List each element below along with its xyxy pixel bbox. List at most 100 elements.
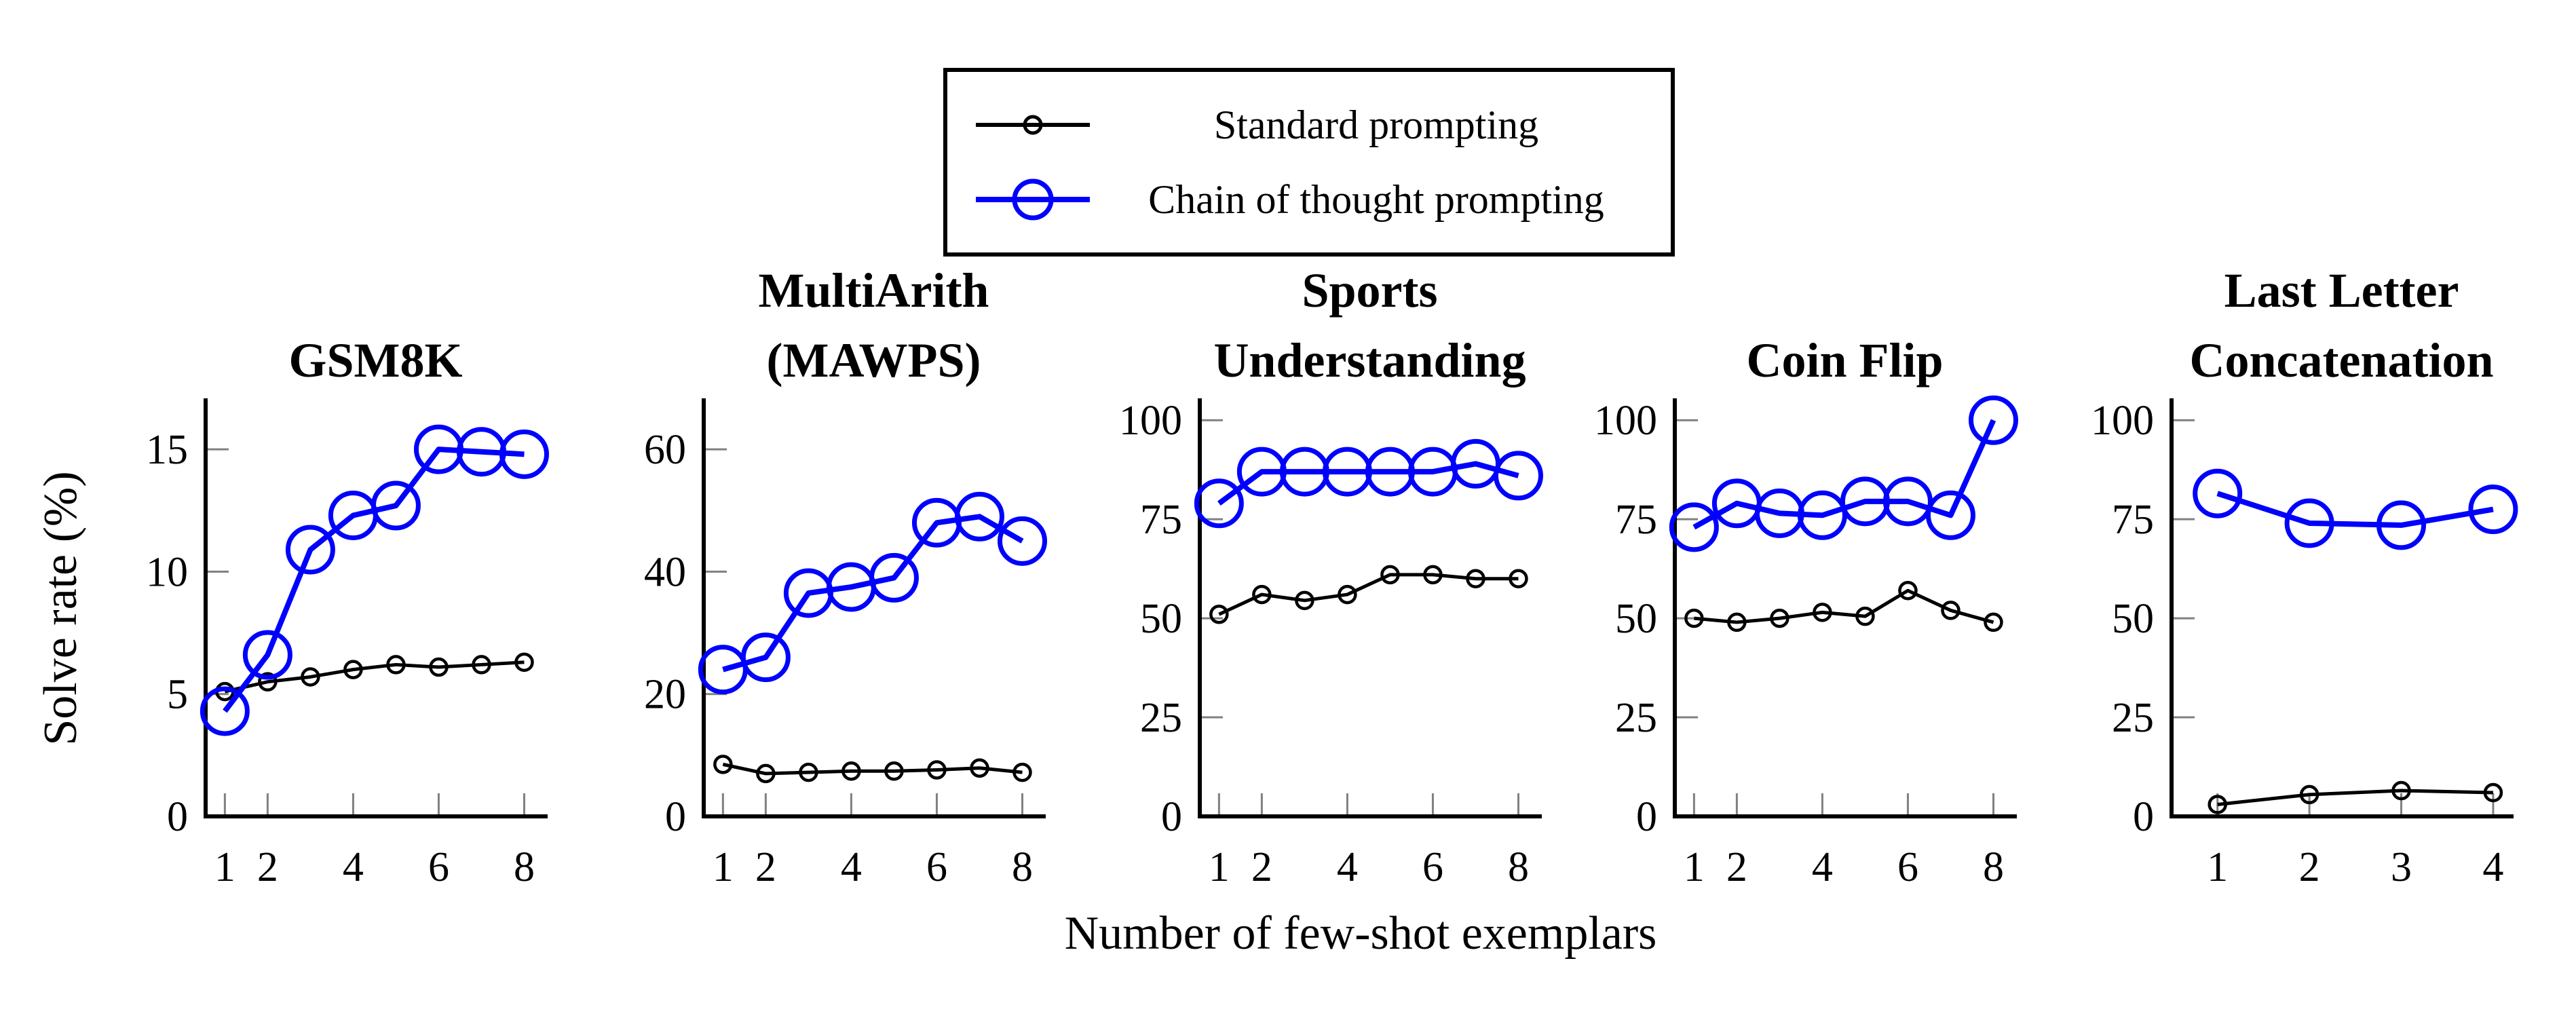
axes-frame <box>1673 398 2017 818</box>
standard-data-point <box>2208 795 2227 814</box>
x-tick-label: 6 <box>1897 844 1918 890</box>
y-tick-label: 0 <box>2133 794 2154 840</box>
y-tick-label: 100 <box>1594 398 1657 444</box>
cot-data-point <box>740 632 791 683</box>
standard-data-point <box>1898 580 1918 601</box>
x-tick-label: 2 <box>2299 844 2320 890</box>
panel-title: Sports <box>1302 263 1437 318</box>
y-tick-label: 0 <box>665 794 686 840</box>
standard-data-point <box>799 762 818 782</box>
legend-label-standard: Standard prompting <box>1213 102 1539 147</box>
x-tick-label: 6 <box>428 844 449 890</box>
cot-data-point <box>869 552 919 603</box>
axes-frame <box>204 398 548 818</box>
panel-multiarith-mawps: 0 20 40 60 1 2 4 6 8 MultiArith (MAWPS) <box>644 263 1047 890</box>
x-tick-label: 4 <box>1812 844 1833 890</box>
panel-coin-flip: 0 25 50 75 100 1 2 4 6 8 Coin Flip <box>1594 333 2018 890</box>
standard-data-point <box>514 652 534 673</box>
y-tick-label: 50 <box>2112 596 2154 642</box>
x-tick-label: 3 <box>2391 844 2412 890</box>
x-tick-label: 4 <box>1337 844 1358 890</box>
y-tick-label: 25 <box>1615 695 1657 741</box>
x-tick-label: 4 <box>841 844 862 890</box>
x-tick-label: 2 <box>257 844 278 890</box>
y-tick-label: 100 <box>1119 398 1182 444</box>
cot-data-point <box>997 516 1047 566</box>
standard-data-point <box>1813 603 1832 622</box>
standard-data-point <box>472 655 491 675</box>
y-tick-label: 25 <box>2112 695 2154 741</box>
legend-box: Standard prompting Chain of thought prom… <box>943 68 1675 257</box>
standard-data-point <box>1466 569 1485 588</box>
legend-circle <box>1012 178 1054 221</box>
x-tick-label: 1 <box>1209 844 1230 890</box>
cot-data-point <box>285 525 335 575</box>
y-tick-label: 5 <box>167 672 188 718</box>
y-tick-label: 100 <box>2091 398 2154 444</box>
legend-label-cot: Chain of thought prompting <box>1148 176 1604 222</box>
standard-data-point <box>756 763 776 784</box>
panel-title: Last Letter <box>2224 263 2459 318</box>
y-tick-label: 50 <box>1140 596 1182 642</box>
standard-data-point <box>429 657 449 677</box>
y-tick-label: 75 <box>1140 497 1182 543</box>
standard-data-point <box>2299 784 2319 805</box>
cot-data-point <box>200 686 250 736</box>
standard-data-point <box>1423 565 1443 585</box>
x-tick-label: 1 <box>1684 844 1705 890</box>
cot-data-point <box>2376 500 2427 550</box>
panel-title: (MAWPS) <box>767 333 981 387</box>
y-axis-label: Solve rate (%) <box>35 471 87 745</box>
x-tick-label: 6 <box>1422 844 1443 890</box>
standard-data-point <box>713 755 733 774</box>
cot-data-point <box>1669 502 1719 552</box>
standard-data-point <box>1295 590 1314 611</box>
legend-item-cot: Chain of thought prompting <box>972 167 1641 232</box>
cot-data-point <box>1194 478 1244 529</box>
standard-prompting-marker-icon <box>976 115 1090 135</box>
axes-frame <box>2170 398 2514 818</box>
y-tick-label: 15 <box>146 427 188 473</box>
x-tick-label: 4 <box>343 844 364 890</box>
standard-data-point <box>301 667 320 687</box>
cot-data-point <box>499 429 549 479</box>
cot-data-point <box>242 630 292 680</box>
standard-data-point <box>1984 612 2003 632</box>
cot-line <box>2216 491 2494 528</box>
legend-circle <box>1023 115 1043 135</box>
y-tick-label: 20 <box>644 672 686 718</box>
x-tick-label: 8 <box>1508 844 1529 890</box>
x-tick-label: 8 <box>514 844 535 890</box>
panel-gsm8k: 0 5 10 15 1 2 4 6 8 GSM8K Solve rate (%) <box>35 333 549 890</box>
panel-sports-understanding: 0 25 50 75 100 1 2 4 6 8 Sports Understanding <box>1119 263 1543 890</box>
standard-data-point <box>1338 584 1357 605</box>
y-tick-label: 60 <box>644 427 686 473</box>
panel-title: MultiArith <box>759 263 989 318</box>
cot-data-point <box>1925 490 1975 540</box>
cot-data-point <box>2468 485 2518 535</box>
axes-frame <box>702 398 1046 818</box>
x-tick-label: 1 <box>214 844 235 890</box>
panel-title: Coin Flip <box>1746 333 1943 387</box>
y-tick-label: 10 <box>146 549 188 595</box>
y-tick-label: 75 <box>1615 497 1657 543</box>
chain-of-thought-marker-icon <box>976 178 1090 221</box>
standard-data-point <box>343 660 363 679</box>
standard-data-point <box>1855 606 1875 626</box>
x-tick-label: 8 <box>1012 844 1033 890</box>
y-tick-label: 0 <box>167 794 188 840</box>
x-tick-label: 4 <box>2482 844 2503 890</box>
standard-data-point <box>1941 601 1961 620</box>
standard-data-point <box>1380 565 1400 585</box>
x-tick-label: 2 <box>755 844 776 890</box>
x-tick-label: 1 <box>713 844 734 890</box>
panel-title: Concatenation <box>2190 333 2494 387</box>
cot-data-point <box>2284 498 2334 548</box>
standard-data-point <box>258 672 278 692</box>
x-tick-label: 2 <box>1726 844 1747 890</box>
standard-data-point <box>2483 782 2503 803</box>
standard-data-point <box>1012 762 1032 782</box>
standard-data-point <box>1509 569 1528 588</box>
standard-data-point <box>386 655 406 675</box>
